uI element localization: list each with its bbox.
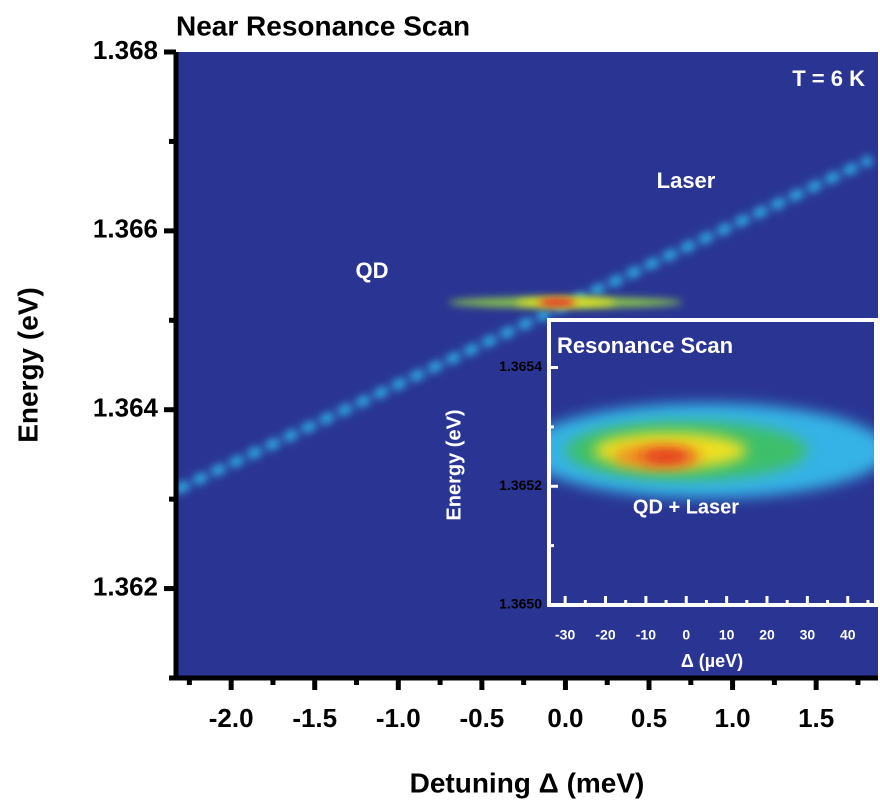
x-tick-label: -1.5 — [292, 703, 337, 733]
x-tick-label: -20 — [595, 627, 615, 643]
x-tick-label: 1.5 — [798, 703, 834, 733]
intensity-spot — [538, 298, 576, 307]
x-axis-label: Δ (µeV) — [681, 651, 743, 671]
x-axis-label: Detuning Δ (meV) — [410, 767, 645, 798]
y-tick-label: 1.366 — [93, 214, 158, 244]
x-tick-label: -30 — [555, 627, 575, 643]
x-tick-label: 30 — [800, 627, 816, 643]
y-axis-label: Energy (eV) — [443, 409, 465, 520]
chart-title: Near Resonance Scan — [176, 10, 470, 41]
y-tick-label: 1.364 — [93, 393, 159, 423]
x-tick-label: 1.0 — [715, 703, 751, 733]
x-tick-label: 0.5 — [631, 703, 667, 733]
heatmap — [549, 403, 876, 499]
chart-title: Resonance Scan — [557, 333, 733, 358]
y-tick-label: 1.362 — [93, 571, 158, 601]
x-tick-label: 20 — [759, 627, 775, 643]
inset-border — [547, 318, 878, 607]
plot-group: -30 -20 -10 0 10 20 30 40 1.3650 1.3652 1.3654 Reso… — [443, 318, 878, 671]
annotation: QD + Laser — [633, 496, 739, 518]
y-tick-label: 1.3650 — [499, 596, 542, 612]
y-tick-label: 1.3652 — [499, 477, 542, 493]
x-tick-label: 40 — [840, 627, 856, 643]
y-axis-label: Energy (eV) — [12, 287, 43, 443]
x-tick-label: 10 — [719, 627, 735, 643]
annotation: Laser — [657, 168, 716, 193]
x-tick-label: -10 — [636, 627, 656, 643]
x-tick-label: -2.0 — [209, 703, 254, 733]
x-tick-label: 0 — [682, 627, 690, 643]
x-tick-label: 0.0 — [547, 703, 583, 733]
y-tick-label: 1.3654 — [499, 358, 542, 374]
intensity-line — [176, 154, 874, 495]
annotation: QD — [356, 258, 389, 283]
annotation: T = 6 K — [792, 66, 865, 91]
intensity-spot — [641, 450, 691, 463]
x-tick-label: -0.5 — [459, 703, 504, 733]
x-tick-label: -1.0 — [376, 703, 421, 733]
y-tick-label: 1.368 — [93, 35, 158, 65]
